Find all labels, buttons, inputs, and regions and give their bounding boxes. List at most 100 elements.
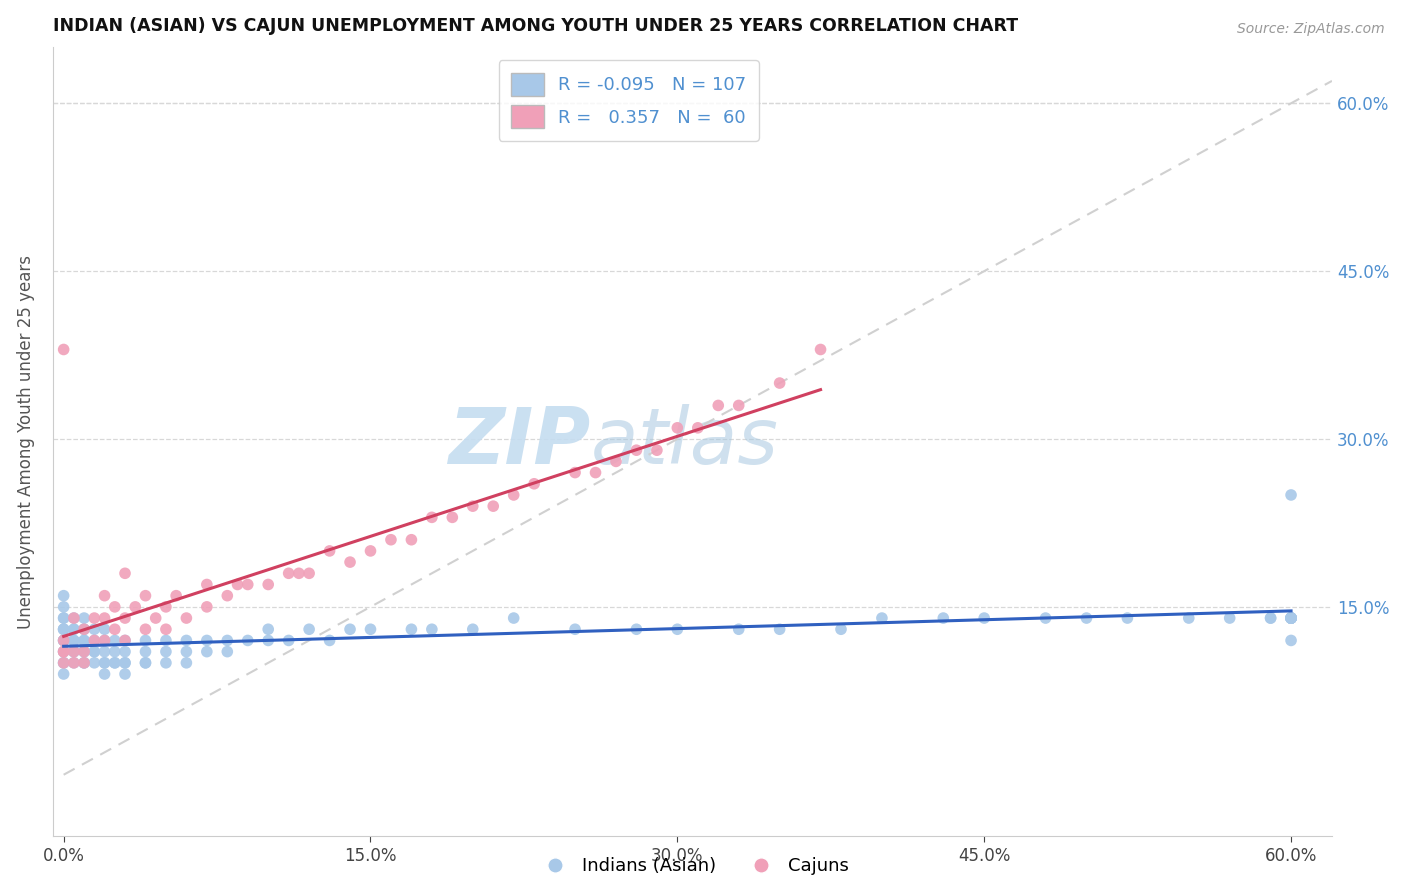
Point [360, 544, 382, 558]
Point [195, 577, 218, 591]
Point [52, 633, 75, 648]
Point [104, 599, 127, 614]
Point [63, 611, 86, 625]
Point [52, 645, 75, 659]
Point [236, 633, 259, 648]
Point [626, 443, 648, 458]
Point [1279, 488, 1302, 502]
Text: INDIAN (ASIAN) VS CAJUN UNEMPLOYMENT AMONG YOUTH UNDER 25 YEARS CORRELATION CHAR: INDIAN (ASIAN) VS CAJUN UNEMPLOYMENT AMO… [53, 17, 1018, 35]
Point [124, 599, 146, 614]
Point [1279, 611, 1302, 625]
Point [73, 656, 96, 670]
Point [1279, 611, 1302, 625]
Point [52, 622, 75, 636]
Point [73, 622, 96, 636]
Point [564, 466, 586, 480]
Point [83, 611, 105, 625]
Point [1279, 611, 1302, 625]
Point [52, 599, 75, 614]
Point [134, 633, 156, 648]
Point [83, 656, 105, 670]
Point [810, 343, 832, 357]
Point [73, 656, 96, 670]
Point [217, 645, 239, 659]
Point [104, 656, 127, 670]
Point [401, 533, 423, 547]
Point [73, 622, 96, 636]
Point [666, 421, 689, 435]
Point [401, 622, 423, 636]
Point [176, 633, 198, 648]
Point [134, 645, 156, 659]
Point [83, 645, 105, 659]
Point [195, 633, 218, 648]
Point [727, 622, 749, 636]
Point [52, 656, 75, 670]
Point [686, 421, 709, 435]
Point [93, 611, 115, 625]
Point [339, 622, 361, 636]
Point [257, 577, 280, 591]
Point [73, 645, 96, 659]
Point [769, 376, 792, 390]
Point [870, 611, 893, 625]
Point [93, 645, 115, 659]
Point [83, 645, 105, 659]
Point [52, 633, 75, 648]
Point [176, 656, 198, 670]
Point [52, 645, 75, 659]
Point [134, 589, 156, 603]
Point [1178, 611, 1201, 625]
Point [104, 633, 127, 648]
Point [217, 633, 239, 648]
Point [93, 667, 115, 681]
Point [257, 622, 280, 636]
Point [257, 633, 280, 648]
Point [63, 645, 86, 659]
Point [52, 645, 75, 659]
Point [195, 599, 218, 614]
Point [1279, 611, 1302, 625]
Point [114, 656, 136, 670]
Point [155, 656, 177, 670]
Point [63, 656, 86, 670]
Point [93, 633, 115, 648]
Point [134, 622, 156, 636]
Y-axis label: Unemployment Among Youth under 25 years: Unemployment Among Youth under 25 years [17, 255, 35, 629]
Point [93, 633, 115, 648]
Point [523, 476, 546, 491]
Point [339, 555, 361, 569]
Point [52, 622, 75, 636]
Point [1076, 611, 1098, 625]
Point [1219, 611, 1241, 625]
Point [1279, 633, 1302, 648]
Point [63, 645, 86, 659]
Point [114, 633, 136, 648]
Point [52, 622, 75, 636]
Point [52, 656, 75, 670]
Point [176, 611, 198, 625]
Point [360, 622, 382, 636]
Point [420, 622, 443, 636]
Point [298, 566, 321, 581]
Point [73, 656, 96, 670]
Point [104, 645, 127, 659]
Point [114, 656, 136, 670]
Point [1279, 611, 1302, 625]
Point [585, 466, 607, 480]
Point [155, 645, 177, 659]
Point [63, 622, 86, 636]
Point [830, 622, 852, 636]
Point [73, 645, 96, 659]
Point [277, 566, 299, 581]
Point [564, 622, 586, 636]
Point [666, 622, 689, 636]
Point [318, 633, 340, 648]
Point [420, 510, 443, 524]
Point [52, 633, 75, 648]
Point [932, 611, 955, 625]
Point [134, 656, 156, 670]
Point [155, 599, 177, 614]
Point [114, 633, 136, 648]
Point [104, 622, 127, 636]
